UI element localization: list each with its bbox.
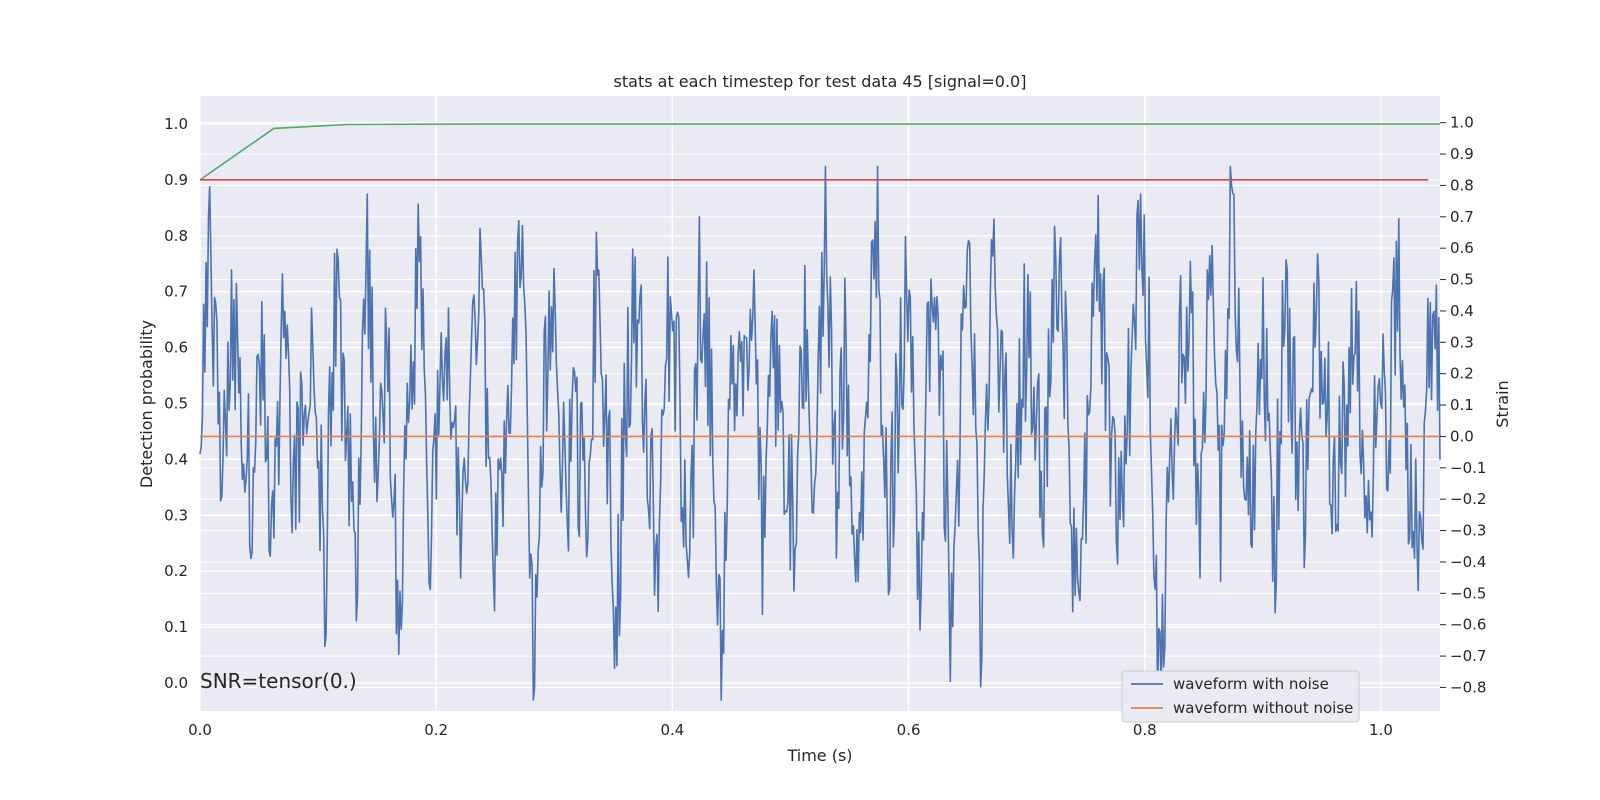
y-tick-label-left: 0.6 bbox=[164, 339, 188, 357]
series-layer bbox=[199, 123, 1441, 701]
y-tick-label-left: 0.4 bbox=[164, 450, 188, 468]
x-tick-label: 0.2 bbox=[424, 721, 448, 739]
y-tick-label-right: −0.4 bbox=[1450, 553, 1486, 571]
series-waveform-with-noise bbox=[199, 165, 1441, 701]
y-tick-label-left: 0.5 bbox=[164, 395, 188, 413]
legend-label-noisy: waveform with noise bbox=[1173, 675, 1329, 693]
y-tick-label-right: 0.4 bbox=[1450, 302, 1474, 320]
y-tick-label-left: 0.0 bbox=[164, 674, 188, 692]
tick-layer: 0.0 0.2 0.4 0.6 0.8 1.0 0.0 0.1 0.2 0.3 0.4 0.5 0.6 0… bbox=[164, 114, 1486, 739]
y-tick-label-left: 0.3 bbox=[164, 506, 188, 524]
y-tick-label-left: 0.2 bbox=[164, 562, 188, 580]
grid-lines bbox=[199, 96, 1440, 711]
x-tick-label: 0.4 bbox=[660, 721, 684, 739]
y-tick-label-right: 0.1 bbox=[1450, 396, 1474, 414]
y-tick-label-right: −0.3 bbox=[1450, 522, 1486, 540]
y-axis-label-left: Detection probability bbox=[137, 320, 156, 488]
y-tick-label-right: 0.7 bbox=[1450, 208, 1474, 226]
legend-box bbox=[1121, 670, 1360, 723]
y-tick-label-right: −0.2 bbox=[1450, 490, 1486, 508]
y-tick-label-left: 1.0 bbox=[164, 115, 188, 133]
y-tick-label-left: 0.1 bbox=[164, 618, 188, 636]
y-tick-label-left: 0.9 bbox=[164, 171, 188, 189]
y-tick-label-right: 0.3 bbox=[1450, 333, 1474, 351]
y-tick-label-right: −0.6 bbox=[1450, 616, 1486, 634]
y-tick-label-right: 0.6 bbox=[1450, 239, 1474, 257]
y-tick-label-right: 0.0 bbox=[1450, 427, 1474, 445]
x-axis-label: Time (s) bbox=[786, 746, 852, 765]
y-tick-label-left: 0.7 bbox=[164, 283, 188, 301]
legend-label-clean: waveform without noise bbox=[1173, 699, 1353, 717]
x-tick-label: 0.0 bbox=[188, 721, 212, 739]
legend: waveform with noise waveform without noi… bbox=[1121, 670, 1360, 723]
series-detection-probability bbox=[199, 123, 1440, 181]
y-tick-label-right: 1.0 bbox=[1450, 114, 1474, 132]
y-tick-label-right: 0.8 bbox=[1450, 176, 1474, 194]
y-tick-label-right: 0.5 bbox=[1450, 271, 1474, 289]
y-tick-label-left: 0.8 bbox=[164, 227, 188, 245]
y-tick-label-right: −0.1 bbox=[1450, 459, 1486, 477]
snr-annotation: SNR=tensor(0.) bbox=[200, 669, 357, 693]
y-tick-label-right: −0.5 bbox=[1450, 584, 1486, 602]
y-tick-label-right: 0.2 bbox=[1450, 365, 1474, 383]
x-tick-label: 1.0 bbox=[1369, 721, 1393, 739]
y-axis-label-right: Strain bbox=[1493, 380, 1512, 427]
y-tick-label-right: 0.9 bbox=[1450, 145, 1474, 163]
chart-title: stats at each timestep for test data 45 … bbox=[614, 72, 1027, 91]
y-tick-label-right: −0.7 bbox=[1450, 647, 1486, 665]
y-tick-label-right: −0.8 bbox=[1450, 678, 1486, 696]
x-tick-label: 0.8 bbox=[1133, 721, 1157, 739]
x-tick-label: 0.6 bbox=[897, 721, 921, 739]
